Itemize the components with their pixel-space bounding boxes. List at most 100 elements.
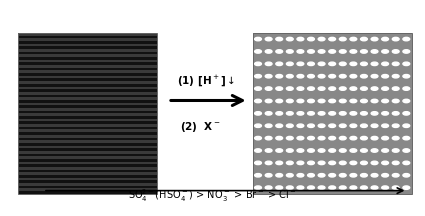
Bar [18,103,157,105]
Circle shape [350,87,357,90]
Circle shape [286,62,293,66]
Circle shape [276,112,283,115]
Circle shape [286,173,293,177]
Circle shape [286,186,293,189]
Bar [18,49,157,52]
Circle shape [297,186,304,189]
Bar [253,33,411,194]
Circle shape [350,173,357,177]
Circle shape [392,75,399,78]
Circle shape [340,186,346,189]
Circle shape [340,50,346,53]
Circle shape [382,173,388,177]
Circle shape [371,186,378,189]
Circle shape [403,62,410,66]
Bar [18,33,157,194]
Bar [18,146,157,148]
Bar [18,170,157,172]
Circle shape [329,149,336,152]
Circle shape [297,50,304,53]
Circle shape [360,149,367,152]
Circle shape [255,50,261,53]
Circle shape [318,87,325,90]
Bar [18,97,157,100]
Circle shape [382,186,388,189]
Circle shape [286,137,293,140]
Circle shape [276,50,283,53]
Circle shape [392,50,399,53]
Circle shape [360,186,367,189]
Circle shape [276,37,283,41]
Circle shape [329,75,336,78]
Circle shape [265,124,272,127]
Circle shape [329,186,336,189]
Circle shape [350,99,357,103]
Circle shape [392,137,399,140]
Circle shape [255,112,261,115]
Circle shape [371,173,378,177]
Circle shape [265,75,272,78]
Bar [18,84,157,87]
Circle shape [329,62,336,66]
Bar [18,143,157,146]
Circle shape [403,186,410,189]
Circle shape [286,161,293,165]
Circle shape [265,87,272,90]
Circle shape [297,149,304,152]
Circle shape [340,124,346,127]
Bar [18,33,157,194]
Circle shape [371,112,378,115]
Bar [18,121,157,124]
Bar [18,73,157,76]
Circle shape [297,99,304,103]
Circle shape [371,62,378,66]
Circle shape [329,99,336,103]
Circle shape [297,62,304,66]
Circle shape [329,173,336,177]
Circle shape [318,161,325,165]
Circle shape [297,137,304,140]
Bar [18,92,157,95]
Circle shape [255,161,261,165]
Circle shape [297,173,304,177]
Circle shape [340,37,346,41]
Circle shape [308,87,314,90]
Bar [18,154,157,156]
Circle shape [276,99,283,103]
Circle shape [350,75,357,78]
Circle shape [286,50,293,53]
Bar [18,62,157,65]
Circle shape [308,124,314,127]
Circle shape [255,124,261,127]
Circle shape [255,37,261,41]
Circle shape [350,186,357,189]
Bar [18,178,157,180]
Circle shape [360,124,367,127]
Circle shape [308,173,314,177]
Circle shape [308,37,314,41]
Circle shape [360,99,367,103]
Circle shape [308,75,314,78]
Bar [18,113,157,116]
Circle shape [286,112,293,115]
Bar [18,95,157,97]
Circle shape [340,137,346,140]
Circle shape [286,87,293,90]
Circle shape [403,87,410,90]
Circle shape [360,161,367,165]
Text: SO$_4^{2-}$(HSO$_4^-$) > NO$_3^-$ > Br$^-$ > Cl$^-$: SO$_4^{2-}$(HSO$_4^-$) > NO$_3^-$ > Br$^… [128,187,297,203]
Circle shape [350,124,357,127]
Circle shape [255,99,261,103]
Bar [18,132,157,135]
Bar [18,100,157,103]
Bar [18,138,157,140]
Circle shape [265,161,272,165]
Circle shape [329,161,336,165]
Bar [18,52,157,54]
Circle shape [371,50,378,53]
Bar [18,127,157,129]
Circle shape [318,37,325,41]
Bar [18,164,157,167]
Bar [18,78,157,81]
Circle shape [255,87,261,90]
